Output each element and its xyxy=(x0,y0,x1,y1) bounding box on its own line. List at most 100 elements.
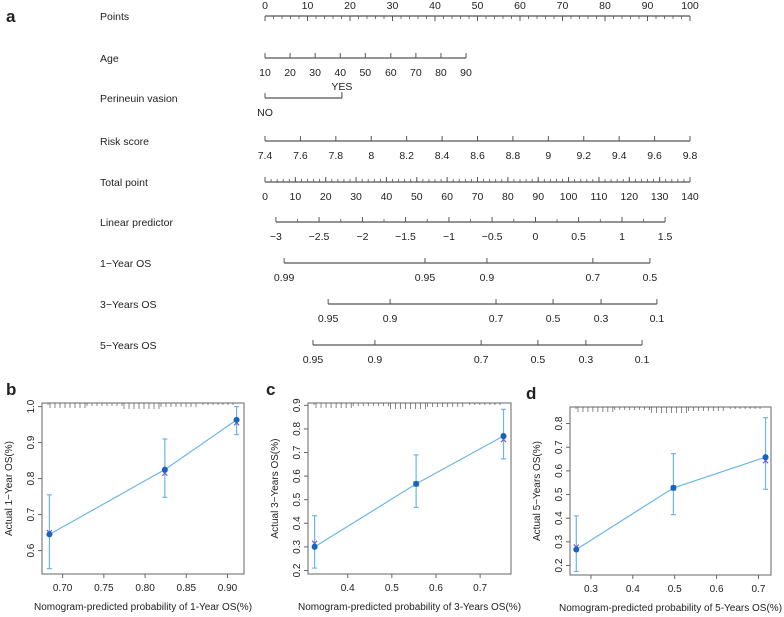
x-tick-label: 0.6 xyxy=(429,583,443,594)
tick-label: 1.5 xyxy=(658,231,673,243)
y-tick-label: 0.6 xyxy=(292,469,303,483)
tick-label: 8.8 xyxy=(506,150,521,162)
tick-label: 0.9 xyxy=(480,272,495,284)
data-point xyxy=(413,480,420,487)
plot-frame xyxy=(307,402,512,575)
row-label: 1−Year OS xyxy=(100,258,151,270)
y-axis-label: Actual 1−Year OS(%) xyxy=(4,441,15,536)
tick-label: 10 xyxy=(290,191,302,203)
tick-label: 0.9 xyxy=(383,313,398,325)
tick-label: 8.2 xyxy=(399,150,414,162)
calibration-plot-d: d 0.3 0.4 0.5 0.6 0.7 0.2 0.3 0.4 0.5 0.6 0.7 0.8 Nom… xyxy=(526,384,782,614)
data-point xyxy=(233,416,240,423)
tick-label: 40 xyxy=(381,191,393,203)
y-tick-label: 1.0 xyxy=(26,399,37,413)
tick-label: −3 xyxy=(270,231,282,243)
calibration-line xyxy=(314,435,504,548)
y-axis-label: Actual 5−Years OS(%) xyxy=(532,441,543,541)
data-point xyxy=(762,454,769,461)
tick-label: 80 xyxy=(599,0,611,12)
tick-label: 0.95 xyxy=(415,272,436,284)
tick-label: 0 xyxy=(533,231,539,243)
tick-label: 90 xyxy=(642,0,654,12)
tick-label: 20 xyxy=(320,191,332,203)
x-tick-label: 0.5 xyxy=(385,583,399,594)
y-tick-label: 0.6 xyxy=(26,543,37,557)
data-point xyxy=(161,466,168,473)
nomogram-row: Linear predictor −3 −2.5 −2 −1.5 −1 −0.5 0 0.5 1 1… xyxy=(100,217,673,243)
row-label: Points xyxy=(100,11,129,23)
tick-label: −2 xyxy=(356,231,368,243)
row-label: Risk score xyxy=(100,136,149,148)
row-label: Age xyxy=(100,53,119,65)
tick-label: YES xyxy=(331,81,352,93)
y-tick-label: 0.4 xyxy=(554,511,565,525)
y-axis-label: Actual 3−Years OS(%) xyxy=(270,439,281,539)
tick-label: 0.1 xyxy=(635,354,650,366)
calibration-line xyxy=(575,456,766,550)
tick-label: 20 xyxy=(284,67,296,79)
tick-label: 80 xyxy=(435,67,447,79)
x-tick-label: 0.70 xyxy=(53,583,73,594)
y-tick-label: 0.5 xyxy=(554,487,565,501)
x-tick-label: 0.3 xyxy=(584,584,598,595)
nomogram-row: Age 10 20 30 40 50 60 70 80 90 xyxy=(100,53,472,79)
tick-label: 80 xyxy=(502,191,514,203)
panel-label-a: a xyxy=(6,7,16,26)
tick-label: 10 xyxy=(302,0,314,12)
tick-label: 0.5 xyxy=(531,354,546,366)
calibration-plot-c: c 0.4 0.5 0.6 0.7 0.2 0.3 0.4 0.5 0.6 0.7 0.8 0.9 Nom… xyxy=(266,380,521,613)
tick-label: 0 xyxy=(262,191,268,203)
x-tick-label: 0.5 xyxy=(668,584,682,595)
tick-label: 50 xyxy=(411,191,423,203)
tick-label: 100 xyxy=(681,0,699,12)
x-tick-label: 0.7 xyxy=(751,584,765,595)
tick-label: 100 xyxy=(560,191,578,203)
tick-label: 140 xyxy=(681,191,699,203)
tick-label: 30 xyxy=(387,0,399,12)
tick-label: 8.4 xyxy=(435,150,450,162)
nomogram-row: Perineuin vasion NO YES xyxy=(100,81,352,119)
tick-label: 0 xyxy=(262,0,268,12)
y-tick-label: 0.3 xyxy=(292,539,303,553)
tick-label: 9.6 xyxy=(647,150,662,162)
row-label: Total point xyxy=(100,177,148,189)
x-tick-label: 0.7 xyxy=(473,583,487,594)
data-point xyxy=(46,531,53,538)
tick-label: 60 xyxy=(514,0,526,12)
calibration-line xyxy=(49,419,237,535)
y-tick-label: 0.9 xyxy=(26,435,37,449)
nomogram-row: Points 0 10 20 30 40 50 60 70 80 90 100 xyxy=(100,0,699,23)
tick-label: 0.95 xyxy=(318,313,339,325)
tick-label: 70 xyxy=(472,191,484,203)
tick-label: 8.6 xyxy=(470,150,485,162)
y-tick-label: 0.4 xyxy=(292,516,303,530)
y-tick-label: 0.2 xyxy=(554,558,565,572)
tick-label: 0.5 xyxy=(546,313,561,325)
tick-label: 7.6 xyxy=(293,150,308,162)
nomogram-row: Risk score 7.4 7.6 7.8 8 8.2 8.4 8.6 8.8 9 9.2 9.4 9… xyxy=(100,136,697,162)
x-tick-label: 0.85 xyxy=(177,583,197,594)
tick-label: 0.99 xyxy=(274,272,295,284)
x-tick-label: 0.4 xyxy=(341,583,355,594)
nomogram-row: 1−Year OS 0.99 0.95 0.9 0.7 0.5 xyxy=(100,258,657,284)
x-tick-label: 0.75 xyxy=(94,583,114,594)
data-point xyxy=(311,543,318,550)
calibration-plot-b: b 0.70 0.75 0.80 0.85 0.90 0.6 0.7 0.8 0.9 1.0 Nomo… xyxy=(4,380,252,613)
tick-label: NO xyxy=(257,107,273,119)
tick-label: 0.7 xyxy=(489,313,504,325)
row-label: 5−Years OS xyxy=(100,340,157,352)
tick-label: 130 xyxy=(651,191,669,203)
tick-label: 0.9 xyxy=(368,354,383,366)
tick-label: −1.5 xyxy=(395,231,416,243)
tick-label: 0.3 xyxy=(579,354,594,366)
y-tick-label: 0.7 xyxy=(292,445,303,459)
x-tick-label: 0.80 xyxy=(135,583,155,594)
panel-label-b: b xyxy=(6,380,16,399)
tick-label: 7.4 xyxy=(258,150,273,162)
tick-label: 60 xyxy=(385,67,397,79)
x-axis-label: Nomogram-predicted probability of 1-Year… xyxy=(34,602,252,613)
y-tick-label: 0.9 xyxy=(292,398,303,412)
tick-label: 0.1 xyxy=(650,313,665,325)
tick-label: 90 xyxy=(532,191,544,203)
